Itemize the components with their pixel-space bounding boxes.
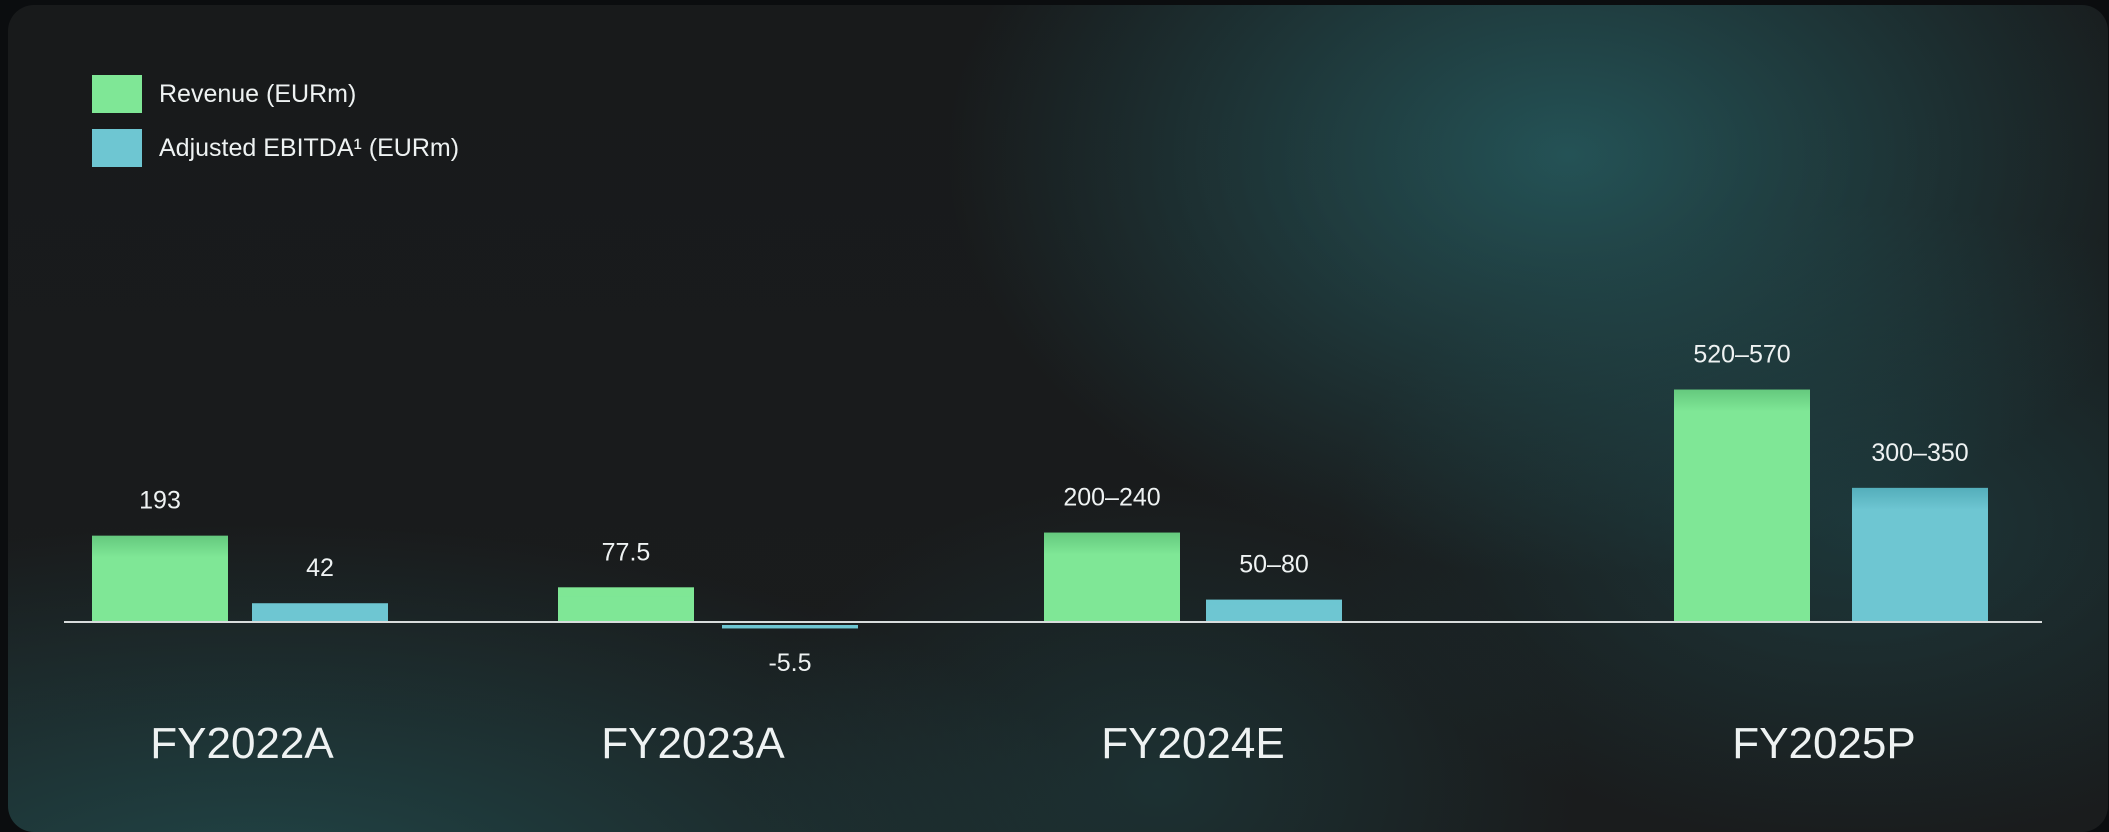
bar-shade — [558, 587, 694, 597]
category-label-fy2025p: FY2025P — [1732, 719, 1915, 768]
bars — [92, 389, 1988, 629]
category-label-fy2023a: FY2023A — [601, 719, 785, 768]
value-label-ebitda-fy2024e: 50–80 — [1239, 551, 1309, 579]
bar-shade — [1044, 532, 1180, 555]
bar-shade — [92, 535, 228, 558]
value-labels: 193 42 77.5 -5.5 200–240 50–80 520–570 300–350 — [139, 341, 1969, 677]
category-labels: FY2022A FY2023A FY2024E FY2025P — [150, 719, 1915, 768]
value-label-revenue-fy2023a: 77.5 — [602, 538, 651, 566]
bar-shade — [1206, 599, 1342, 606]
legend-label-ebitda: Adjusted EBITDA¹ (EURm) — [159, 134, 459, 162]
bar-ebitda-fy2022a — [252, 603, 388, 622]
category-label-fy2024e: FY2024E — [1101, 719, 1284, 768]
category-label-fy2022a: FY2022A — [150, 719, 334, 768]
value-label-ebitda-fy2023a: -5.5 — [768, 649, 811, 677]
legend: Revenue (EURm) Adjusted EBITDA¹ (EURm) — [92, 75, 459, 167]
bar-shade — [1852, 487, 1988, 510]
value-label-ebitda-fy2025p: 300–350 — [1871, 439, 1968, 467]
legend-label-revenue: Revenue (EURm) — [159, 80, 356, 108]
legend-swatch-revenue — [92, 75, 142, 113]
value-label-revenue-fy2022a: 193 — [139, 487, 181, 515]
bar-revenue-fy2025p — [1674, 389, 1810, 622]
value-label-revenue-fy2024e: 200–240 — [1063, 484, 1160, 512]
bar-shade — [1674, 389, 1810, 412]
value-label-ebitda-fy2022a: 42 — [306, 554, 334, 582]
bar-ebitda-fy2025p — [1852, 487, 1988, 622]
value-label-revenue-fy2025p: 520–570 — [1693, 341, 1790, 369]
bar-ebitda-fy2023a — [722, 625, 858, 629]
legend-swatch-ebitda — [92, 129, 142, 167]
